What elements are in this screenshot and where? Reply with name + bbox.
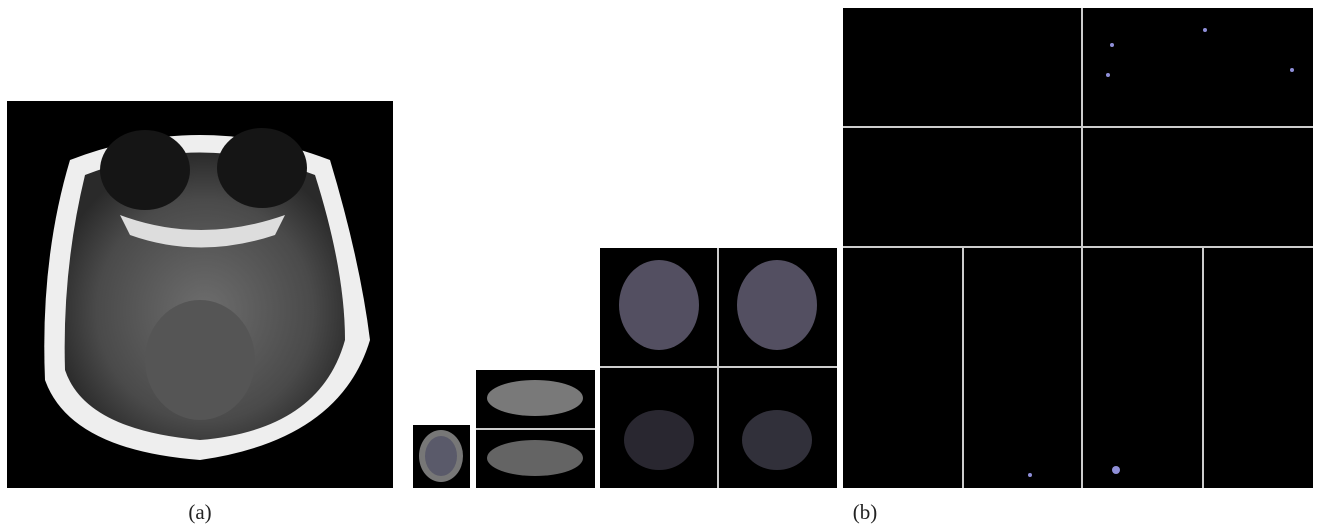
left-orbit [100, 130, 190, 210]
cerebellum [145, 300, 255, 420]
panel-a [7, 101, 393, 488]
page: (a) (b) [0, 0, 1322, 528]
thumbnail-inner [425, 436, 457, 476]
caption-b: (b) [853, 500, 878, 524]
caption-a: (a) [188, 500, 211, 524]
figure: (a) (b) [0, 0, 1322, 528]
panel-b [413, 8, 1313, 488]
right-orbit [217, 128, 307, 208]
